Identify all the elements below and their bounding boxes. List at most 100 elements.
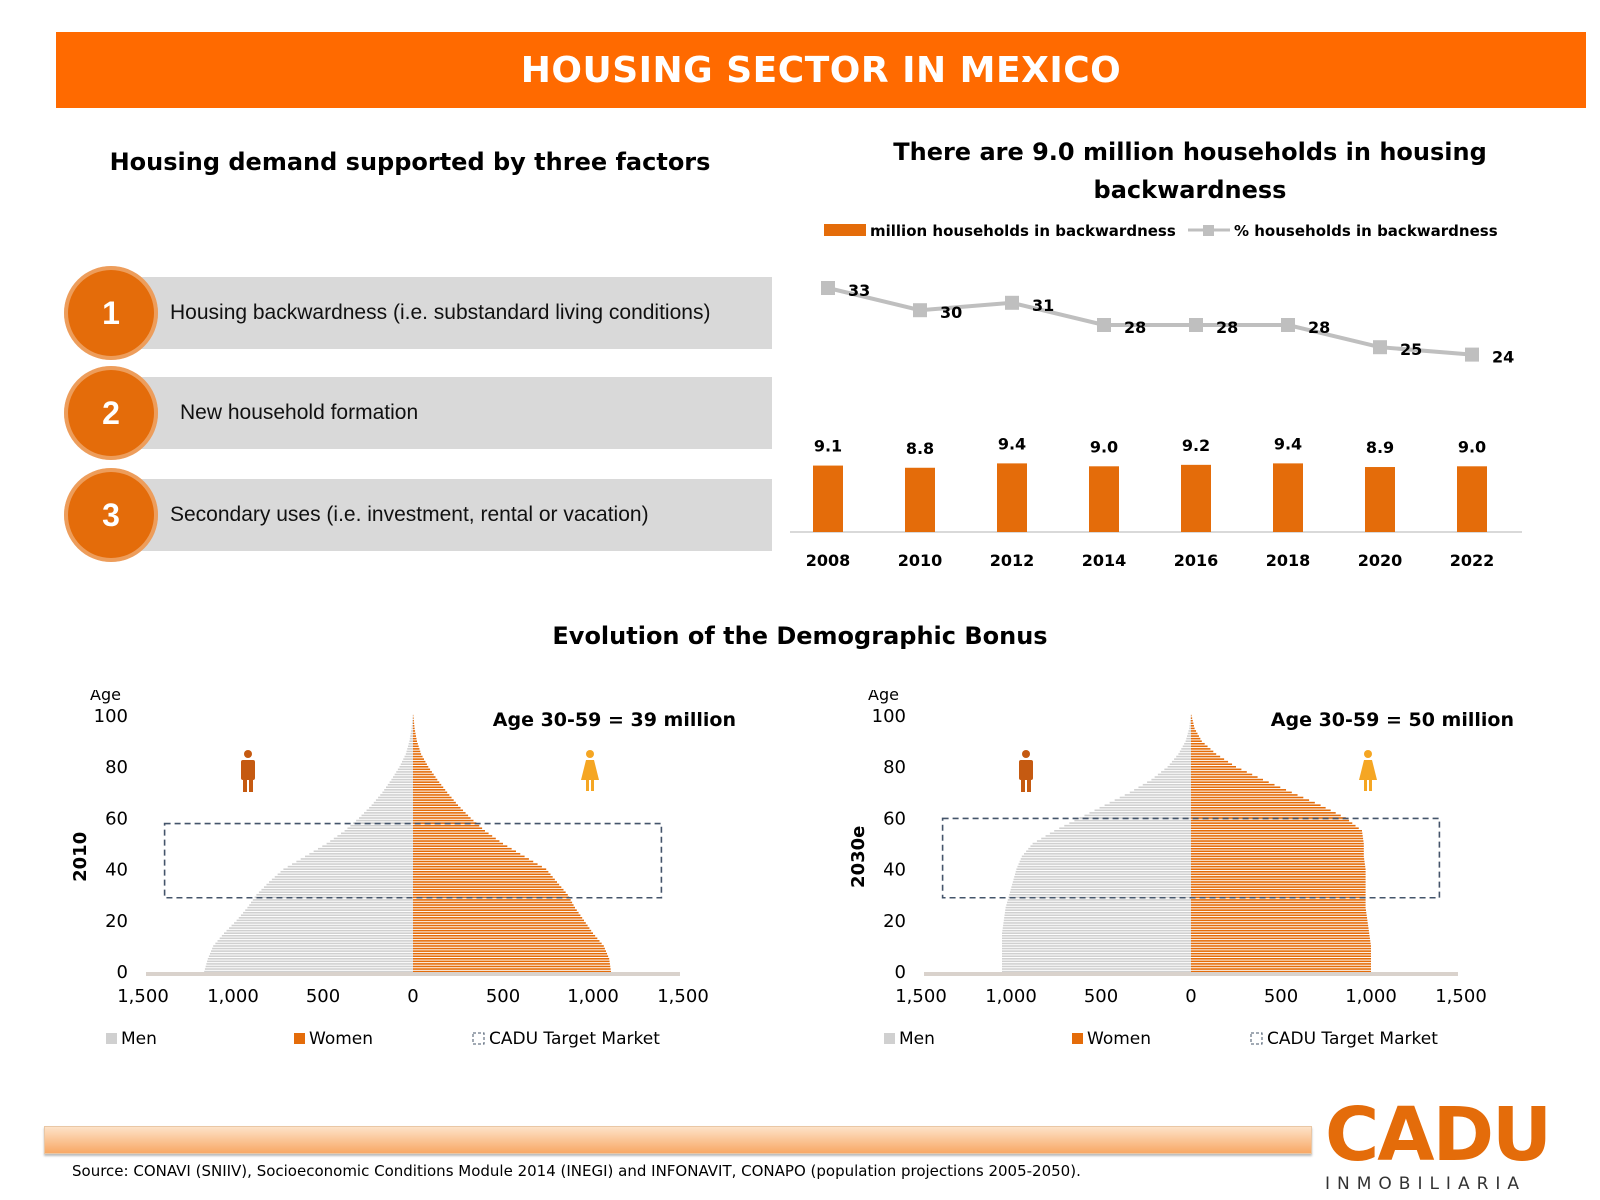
men-age-bar (1012, 881, 1191, 883)
men-age-bar (373, 801, 413, 804)
men-age-bar (375, 799, 413, 801)
men-age-bar (404, 755, 413, 758)
y-tick-label: 40 (883, 860, 906, 881)
men-age-bar (407, 745, 413, 748)
households-data-label: 9.4 (1274, 434, 1302, 453)
women-age-bar (1191, 714, 1192, 717)
men-age-bar (333, 837, 413, 840)
men-age-bar (1187, 735, 1191, 737)
women-age-bar (1191, 766, 1236, 768)
women-age-bar (413, 922, 586, 924)
men-age-bar (411, 725, 413, 727)
men-age-bar (1187, 732, 1191, 735)
men-age-bar (205, 965, 413, 968)
logo-mark: CADU (1325, 1092, 1552, 1178)
women-age-bar (413, 929, 592, 932)
men-age-bar (1049, 832, 1191, 835)
women-age-bar (413, 937, 598, 940)
women-age-bar (1191, 835, 1363, 837)
men-age-bar (1002, 965, 1191, 968)
target-market-box (941, 817, 1441, 899)
men-age-bar (380, 794, 413, 796)
men-age-bar (1169, 763, 1191, 766)
men-age-bar (1138, 786, 1191, 789)
women-age-bar (413, 886, 562, 888)
men-age-bar (386, 786, 413, 789)
women-age-bar (1191, 891, 1366, 894)
women-age-bar (1191, 878, 1366, 881)
women-age-bar (1191, 804, 1321, 806)
women-age-bar (413, 894, 568, 896)
women-age-bar (413, 911, 579, 914)
men-age-bar (1005, 906, 1191, 909)
women-age-bar (413, 801, 456, 804)
men-age-bar (1041, 837, 1191, 840)
x-tick-label: 0 (1185, 986, 1196, 1007)
men-age-bar (1026, 850, 1191, 853)
households-data-label: 9.0 (1090, 437, 1118, 456)
men-age-bar (1099, 806, 1191, 809)
women-age-bar (413, 965, 611, 968)
women-age-bar (1191, 960, 1371, 963)
women-age-bar (413, 835, 493, 837)
men-age-bar (1007, 901, 1191, 904)
man-icon-leg (249, 778, 253, 792)
men-age-bar (1186, 737, 1191, 740)
men-age-bar (247, 906, 413, 909)
men-age-bar (1002, 934, 1191, 937)
men-age-bar (1004, 911, 1191, 914)
men-age-bar (1002, 940, 1191, 942)
men-age-bar (1015, 870, 1191, 873)
women-age-bar (413, 942, 602, 945)
women-age-bar (413, 809, 464, 812)
women-age-bar (1191, 719, 1193, 722)
pct-marker (821, 281, 835, 295)
men-age-bar (411, 727, 413, 730)
women-age-bar (1191, 855, 1364, 858)
women-age-bar (1191, 901, 1366, 904)
women-age-bar (1191, 799, 1310, 801)
men-age-bar (1023, 853, 1191, 855)
women-age-bar (413, 945, 604, 947)
men-age-bar (359, 817, 413, 819)
legend-label-target: CADU Target Market (489, 1029, 660, 1049)
men-age-bar (234, 922, 413, 924)
women-age-bar (1191, 827, 1359, 830)
pct-data-label: 28 (1308, 318, 1330, 337)
men-age-bar (243, 911, 413, 914)
households-bar (1273, 463, 1303, 532)
women-age-bar (1191, 822, 1353, 824)
men-age-bar (1147, 781, 1191, 783)
men-age-bar (1036, 840, 1191, 842)
y-tick-label: 60 (105, 808, 128, 829)
pct-marker (913, 303, 927, 318)
women-age-bar (413, 906, 575, 909)
men-age-bar (1109, 801, 1191, 804)
factor-number: 1 (64, 266, 158, 360)
men-age-bar (391, 778, 413, 781)
women-age-bar (1191, 883, 1366, 886)
men-age-bar (1190, 719, 1191, 722)
women-age-bar (1191, 914, 1367, 917)
women-age-bar (1191, 776, 1258, 778)
men-age-bar (341, 832, 413, 835)
men-age-bar (1154, 776, 1191, 778)
men-age-bar (238, 917, 413, 919)
women-age-bar (413, 917, 583, 919)
men-age-bar (1059, 827, 1191, 830)
man-icon (1019, 750, 1033, 792)
factor-bar (134, 377, 772, 449)
men-age-bar (224, 932, 413, 934)
x-tick-label: 1,000 (207, 986, 259, 1007)
woman-icon-head (586, 750, 594, 758)
women-age-bar (1191, 737, 1201, 740)
men-age-bar (399, 766, 413, 768)
men-age-bar (292, 863, 413, 865)
men-age-bar (406, 750, 413, 753)
women-age-bar (1191, 755, 1221, 758)
men-age-bar (261, 888, 413, 891)
women-age-bar (1191, 945, 1371, 947)
men-age-bar (322, 845, 413, 847)
men-age-bar (1181, 748, 1191, 750)
women-age-bar (413, 840, 500, 842)
